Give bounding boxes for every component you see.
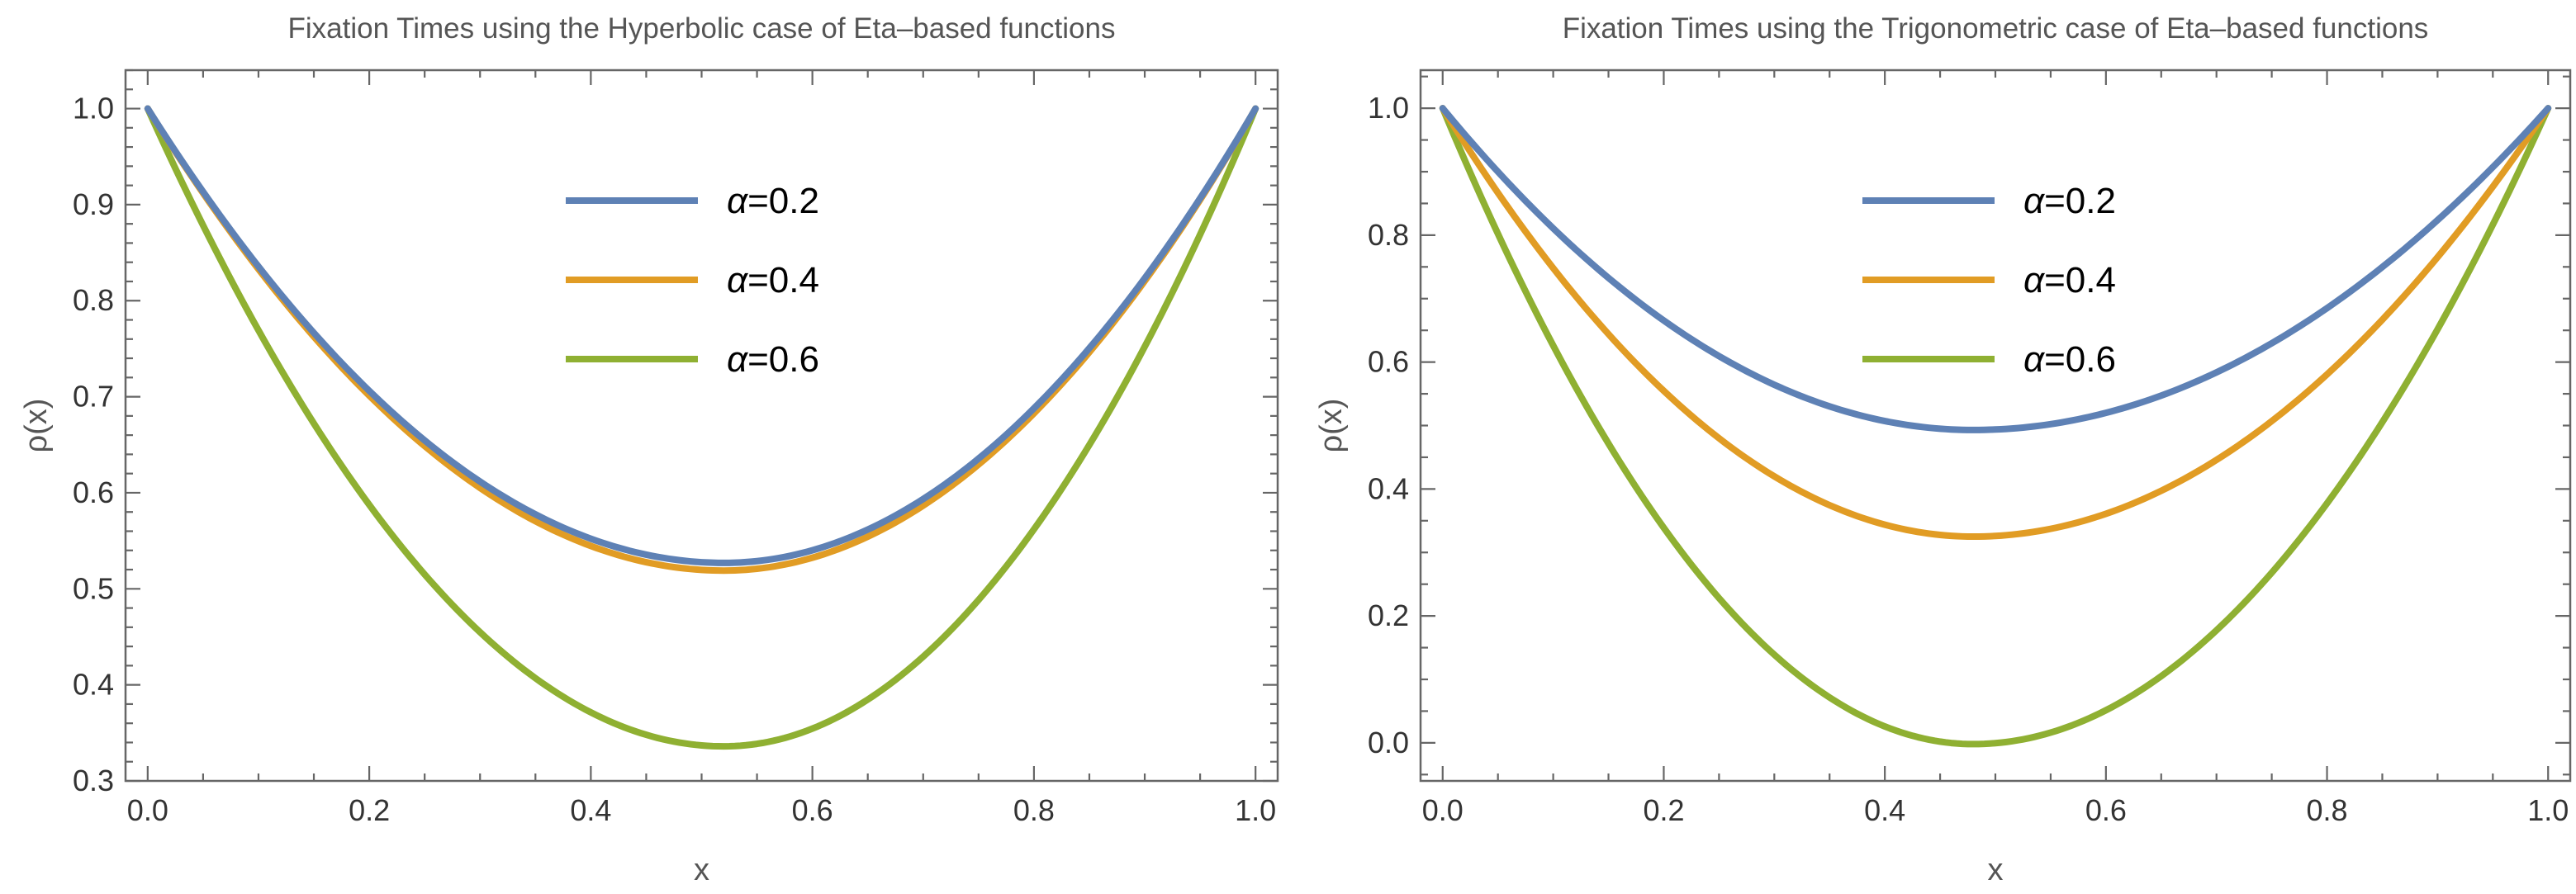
- legend-label: α=0.2: [727, 181, 819, 221]
- y-tick-label: 0.5: [73, 571, 114, 605]
- chart-title: Fixation Times using the Hyperbolic case…: [288, 12, 1116, 45]
- x-tick-label: 0.8: [2307, 793, 2348, 827]
- legend-value: =0.4: [747, 260, 819, 300]
- x-tick-label: 0.6: [792, 793, 833, 827]
- curves: [1439, 105, 2552, 748]
- series-line-0-2: [144, 105, 1260, 750]
- x-tick-label: 0.4: [1864, 793, 1905, 827]
- y-tick-label: 0.0: [1368, 726, 1409, 759]
- y-tick-label: 0.9: [73, 187, 114, 221]
- legend-alpha-symbol: α: [727, 260, 749, 300]
- y-tick-label: 0.7: [73, 380, 114, 414]
- y-axis-label: ρ(x): [1314, 399, 1349, 453]
- legend-value: =0.6: [2044, 339, 2116, 380]
- legend-alpha-symbol: α: [727, 339, 749, 380]
- y-tick-label: 0.3: [73, 764, 114, 797]
- legend-label: α=0.6: [2023, 339, 2116, 380]
- series-line-1-0: [1439, 105, 2552, 433]
- plot-frame: [124, 69, 1279, 783]
- y-tick-label: 0.4: [1368, 471, 1409, 505]
- series-line-0-0: [144, 105, 1260, 566]
- legend-label: α=0.4: [2023, 260, 2116, 300]
- x-tick-label: 0.2: [1643, 793, 1684, 827]
- legend-value: =0.2: [2044, 181, 2116, 221]
- y-tick-label: 1.0: [73, 92, 114, 125]
- legend-value: =0.6: [747, 339, 819, 380]
- legend-alpha-symbol: α: [2023, 181, 2046, 221]
- chart-hyperbolic: Fixation Times using the Hyperbolic case…: [19, 12, 1279, 887]
- curves: [144, 105, 1260, 750]
- plot-frame: [1419, 69, 2572, 783]
- x-tick-label: 0.2: [349, 793, 390, 827]
- series-line-1-2: [1439, 105, 2552, 748]
- chart-trigonometric: Fixation Times using the Trigonometric c…: [1314, 12, 2572, 887]
- x-tick-label: 0.4: [570, 793, 611, 827]
- y-tick-label: 0.8: [73, 283, 114, 317]
- legend-alpha-symbol: α: [2023, 260, 2046, 300]
- series-line-1-1: [1439, 105, 2552, 541]
- legend-alpha-symbol: α: [2023, 339, 2046, 380]
- y-tick-label: 0.6: [1368, 345, 1409, 379]
- legend-alpha-symbol: α: [727, 181, 749, 221]
- y-tick-label: 0.6: [73, 475, 114, 509]
- legend-label: α=0.6: [727, 339, 819, 380]
- legend-label: α=0.4: [727, 260, 819, 300]
- legend-label: α=0.2: [2023, 181, 2116, 221]
- y-tick-label: 0.8: [1368, 218, 1409, 252]
- x-tick-label: 0.0: [1422, 793, 1464, 827]
- series-line-0-1: [144, 105, 1260, 575]
- x-tick-label: 1.0: [2527, 793, 2569, 827]
- x-axis-label: x: [694, 853, 709, 887]
- x-tick-label: 0.0: [127, 793, 168, 827]
- y-tick-label: 1.0: [1368, 91, 1409, 125]
- legend-value: =0.4: [2044, 260, 2116, 300]
- x-axis-label: x: [1988, 853, 2004, 887]
- x-tick-label: 0.6: [2085, 793, 2127, 827]
- y-tick-label: 0.4: [73, 668, 114, 702]
- chart-title: Fixation Times using the Trigonometric c…: [1563, 12, 2429, 45]
- legend-value: =0.2: [747, 181, 819, 221]
- y-tick-label: 0.2: [1368, 598, 1409, 632]
- x-tick-label: 1.0: [1235, 793, 1276, 827]
- x-tick-label: 0.8: [1013, 793, 1055, 827]
- y-axis-label: ρ(x): [19, 399, 54, 453]
